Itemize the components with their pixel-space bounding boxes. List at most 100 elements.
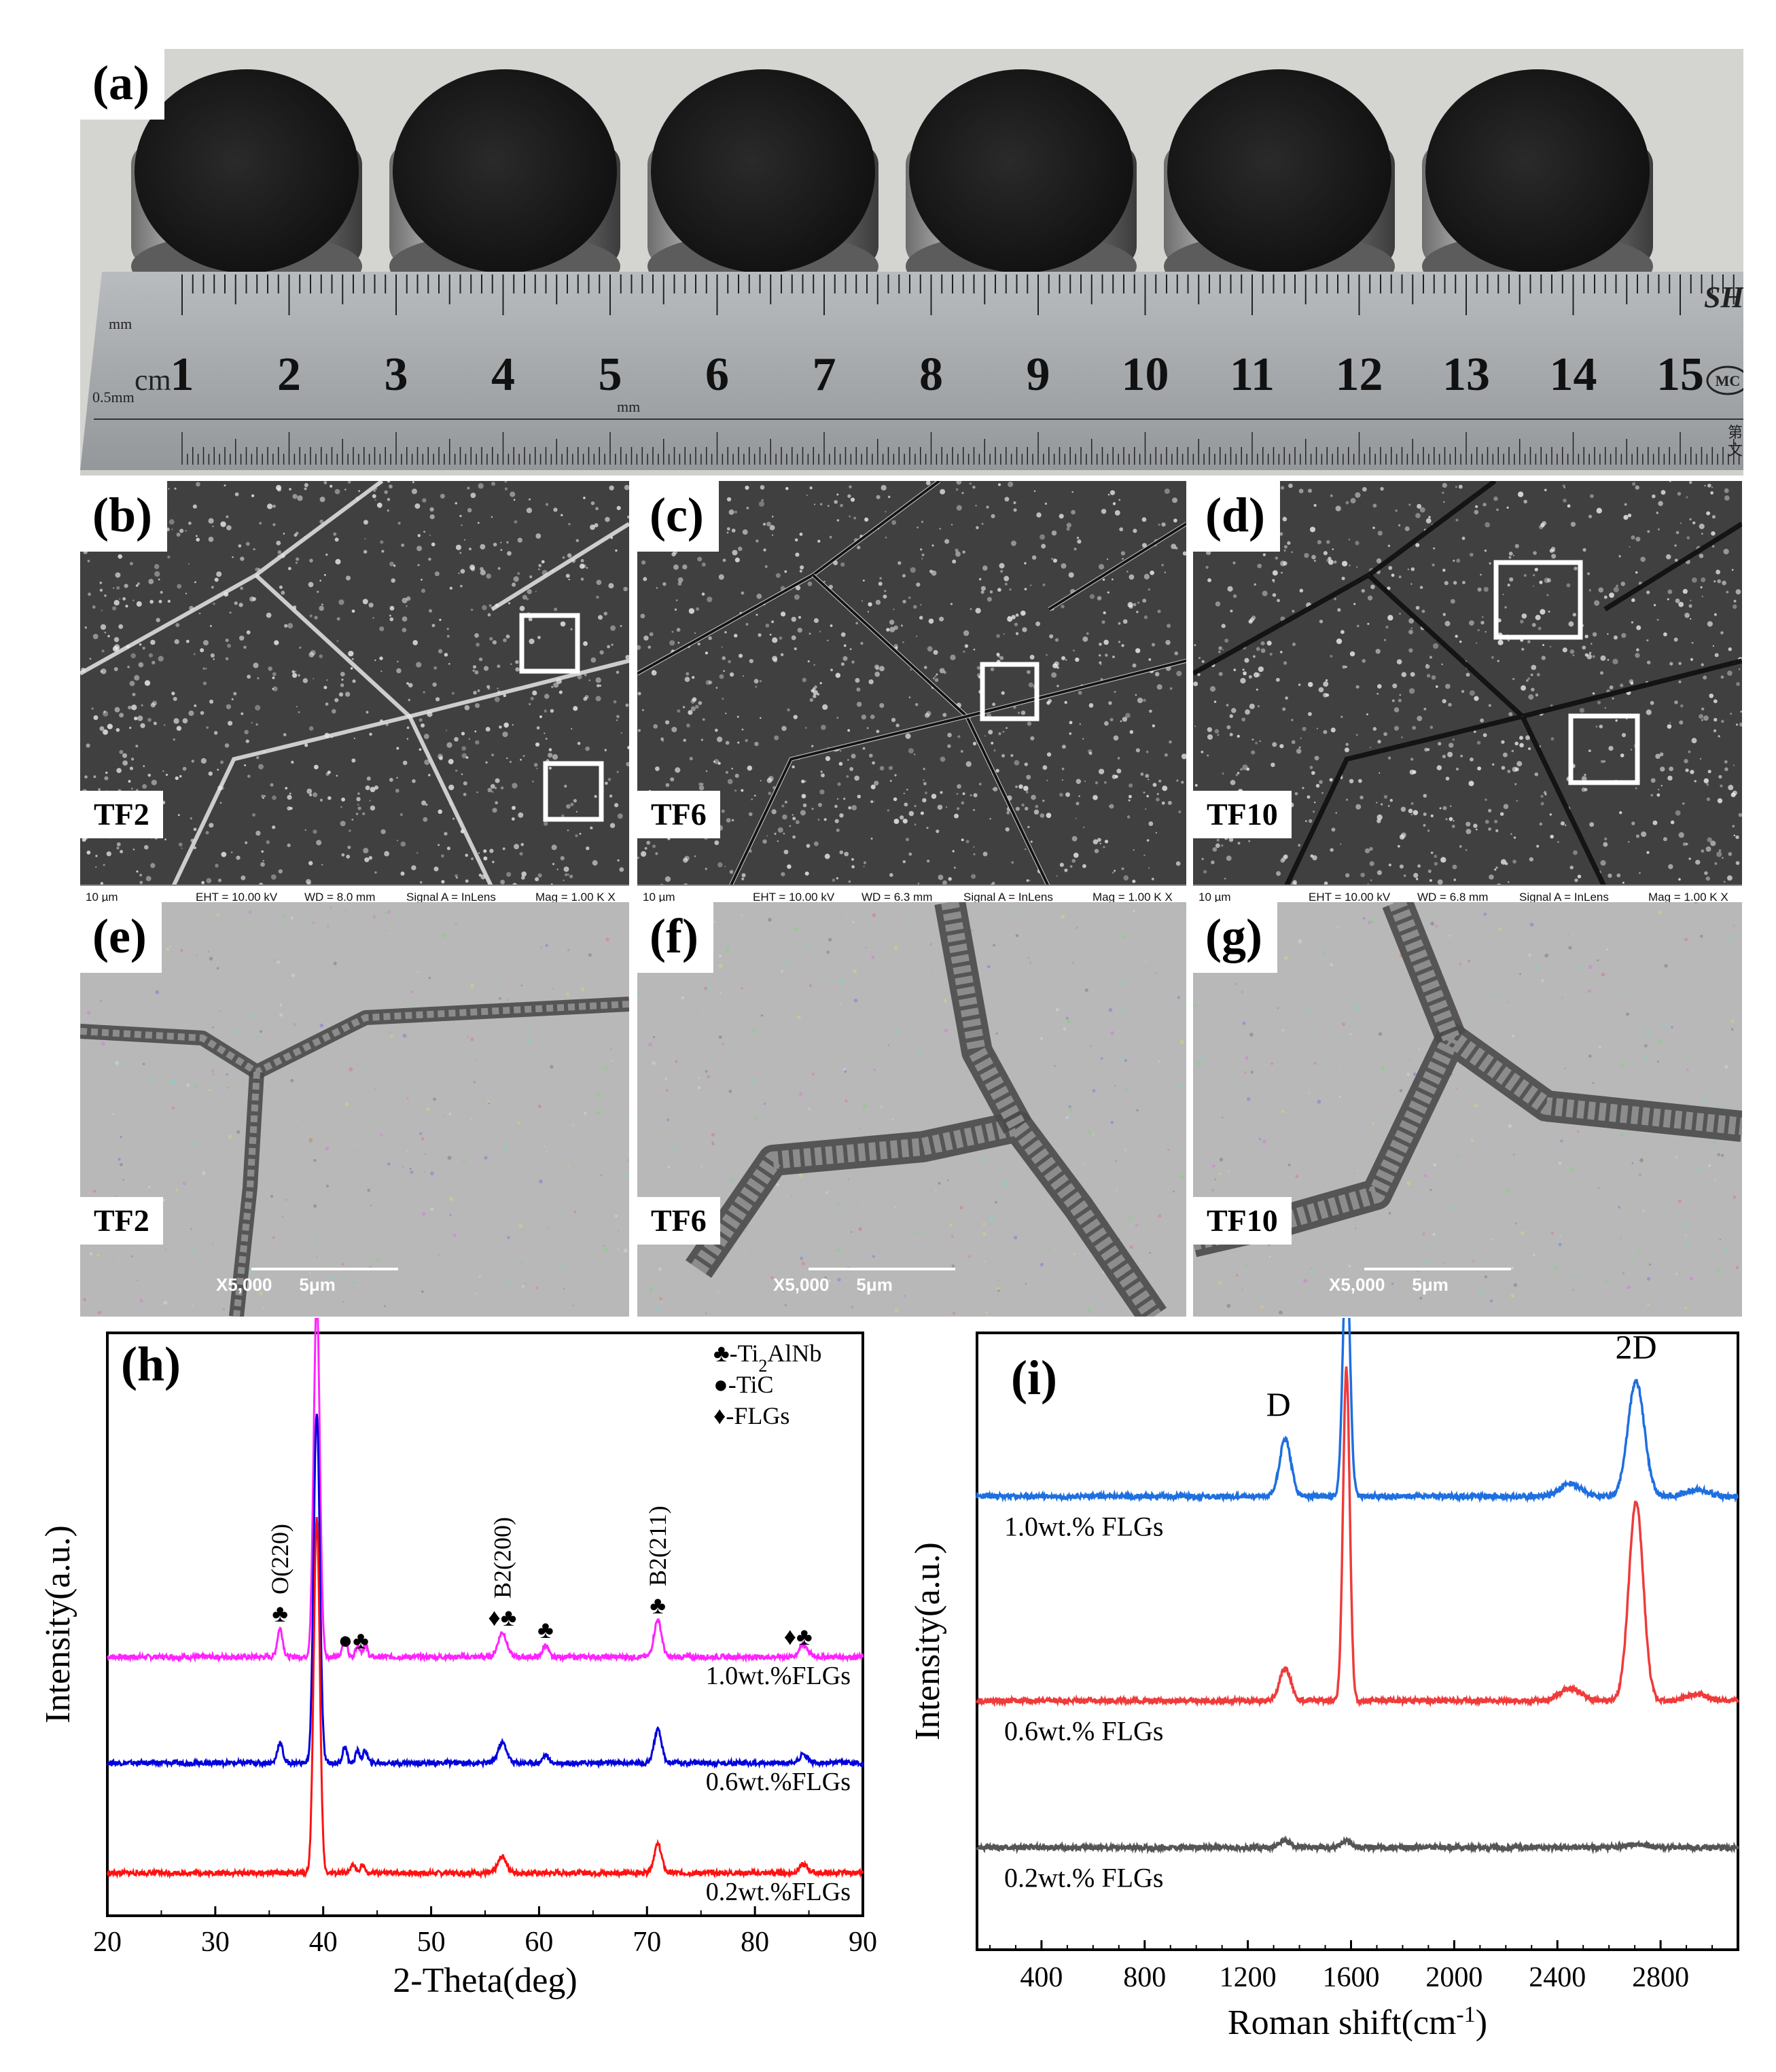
surface-texture (305, 920, 308, 923)
sem-particle (1656, 512, 1659, 514)
sem-particle (742, 529, 748, 535)
surface-texture (581, 996, 584, 999)
sem-particle (1415, 605, 1420, 610)
sem-particle (389, 777, 393, 782)
surface-texture (228, 1135, 232, 1139)
sem-particle (1517, 491, 1524, 497)
sem-particle (1584, 635, 1588, 639)
sem-particle (464, 704, 470, 711)
sem-particle (1509, 577, 1514, 582)
sem-particle (213, 658, 215, 660)
sem-particle (1674, 558, 1678, 562)
sem-particle (1686, 496, 1688, 499)
sem-particle (698, 785, 705, 791)
surface-texture (1116, 1189, 1118, 1192)
sem-particle (1061, 768, 1065, 770)
surface-texture (164, 1248, 166, 1251)
surface-texture (1584, 1134, 1587, 1136)
sem-particle (179, 774, 182, 778)
sem-particle (1033, 490, 1036, 493)
sem-particle (1221, 844, 1224, 847)
sem-particle (446, 635, 450, 638)
sem-particle (1570, 522, 1576, 527)
sem-particle (1636, 625, 1641, 630)
sem-particle (313, 792, 318, 798)
sem-particle (565, 573, 570, 578)
sem-particle (1675, 531, 1680, 535)
ruler-edge-text: 第 (1728, 424, 1743, 441)
sem-particle (1484, 549, 1487, 552)
sem-particle (614, 803, 619, 808)
surface-texture (1155, 971, 1158, 974)
sem-particle (1442, 482, 1447, 488)
sem-particle (1258, 666, 1264, 673)
sem-particle (163, 724, 166, 726)
sem-particle (380, 670, 383, 673)
sem-particle (874, 671, 881, 677)
sem-particle (1433, 547, 1436, 550)
surface-texture (659, 1297, 662, 1300)
sem-particle (358, 490, 361, 493)
sem-particle (1646, 851, 1650, 855)
sem-particle (595, 696, 601, 702)
sem-particle (520, 842, 524, 846)
surface-texture (1029, 962, 1032, 964)
sem-particle (1728, 647, 1733, 651)
sem-particle (1181, 753, 1186, 760)
sem-particle (389, 561, 394, 567)
sem-particle (95, 855, 98, 857)
sem-particle (1387, 805, 1390, 807)
sem-particle (925, 481, 931, 486)
sem-particle (1099, 643, 1102, 646)
surface-texture (1675, 1272, 1678, 1275)
sem-particle (1046, 654, 1048, 656)
sem-particle (1678, 680, 1682, 683)
surface-texture (455, 923, 457, 925)
sem-particle (1298, 746, 1301, 749)
sem-particle (705, 770, 708, 772)
sem-particle (570, 802, 574, 806)
sem-particle (1526, 679, 1529, 682)
surface-texture (255, 1035, 258, 1039)
sem-particle (460, 584, 463, 588)
surface-texture (1553, 1266, 1557, 1270)
sem-particle (1718, 774, 1722, 779)
surface-texture (1620, 1132, 1624, 1137)
sem-particle (467, 486, 470, 490)
sem-particle (1108, 805, 1111, 808)
sem-particle (1474, 510, 1479, 515)
sem-particle (1461, 690, 1465, 693)
legend-symbol: ● (713, 1371, 728, 1398)
eht-text: EHT = 10.00 kV (196, 891, 278, 904)
sem-particle (662, 740, 664, 743)
sem-particle (1143, 854, 1145, 857)
sem-particle (138, 662, 144, 668)
sem-particle (1582, 645, 1586, 650)
boundary-crack (966, 659, 1186, 718)
sem-particle (1739, 722, 1742, 727)
surface-texture (1627, 1285, 1631, 1289)
sem-particle (323, 481, 327, 485)
sem-particle (722, 698, 724, 700)
sem-particle (610, 625, 616, 631)
sem-particle (1319, 620, 1324, 624)
sem-particle (261, 794, 264, 798)
sem-particle (1608, 745, 1614, 751)
sem-particle (272, 795, 277, 800)
sem-particle (1586, 654, 1593, 660)
sem-particle (1619, 811, 1622, 815)
sem-particle (1652, 820, 1658, 825)
sem-particle (1287, 541, 1291, 545)
sem-particle (819, 682, 822, 685)
surface-texture (752, 1028, 756, 1032)
sem-particle (1313, 810, 1315, 813)
sem-particle (461, 524, 463, 526)
sem-particle (696, 607, 700, 611)
sem-particle (806, 844, 811, 848)
sem-particle (565, 873, 568, 876)
sem-particle (677, 641, 680, 644)
sem-particle (753, 679, 759, 684)
sem-particle (1528, 694, 1534, 700)
surface-texture (1387, 963, 1389, 965)
sem-particle (205, 831, 209, 835)
